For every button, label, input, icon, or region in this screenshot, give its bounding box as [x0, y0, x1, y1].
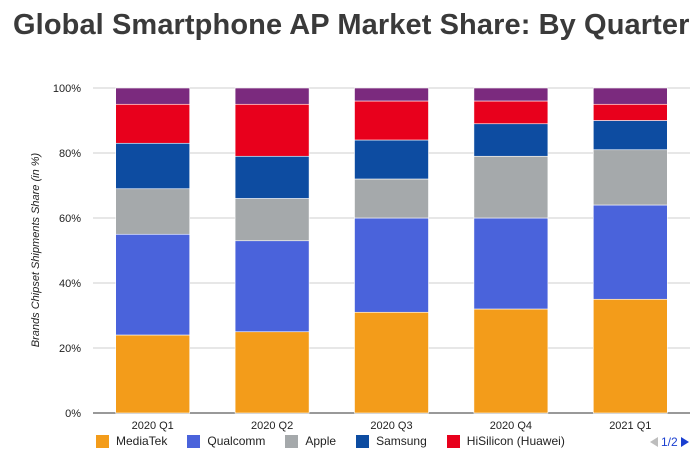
bar-segment [592, 120, 668, 151]
legend-swatch [285, 434, 299, 448]
bar-segment [473, 123, 549, 157]
bar-segment [592, 149, 668, 206]
y-tick-label: 0% [65, 408, 81, 420]
bar-segment [354, 100, 429, 141]
bar-segment [115, 233, 190, 336]
y-tick-label: 60% [59, 213, 81, 225]
chart-title: Global Smartphone AP Market Share: By Qu… [13, 9, 690, 41]
bar-segment [354, 87, 429, 102]
bar-segment [115, 142, 190, 190]
bar-segment [592, 204, 668, 300]
bar-segment [354, 139, 429, 180]
triangle-left-icon[interactable] [650, 437, 658, 447]
legend-page-indicator: 1/2 [661, 435, 678, 449]
y-tick-label: 40% [59, 278, 81, 290]
legend-item-samsung[interactable]: Samsung [356, 434, 427, 448]
bar-segment [592, 87, 668, 105]
y-tick-label: 100% [53, 83, 81, 95]
bar-segment [115, 87, 190, 105]
bar-segment [354, 217, 429, 313]
legend-swatch [446, 434, 460, 448]
legend-item-hisilicon[interactable]: HiSilicon (Huawei) [446, 434, 565, 448]
y-tick-labels: 0% 20% 40% 60% 80% 100% [53, 83, 81, 420]
bar-segment [473, 87, 549, 102]
bar-segment [592, 103, 668, 121]
bars [115, 87, 668, 414]
bar-segment [473, 100, 549, 125]
legend-label: Samsung [376, 434, 427, 448]
bar-segment [473, 217, 549, 310]
legend-item-apple[interactable]: Apple [285, 434, 336, 448]
legend-label: HiSilicon (Huawei) [466, 434, 565, 448]
x-tick-label: 2020 Q2 [251, 420, 293, 432]
legend-label: Apple [305, 434, 337, 448]
bar-segment [115, 103, 190, 144]
bar-segment [115, 334, 190, 414]
legend-swatch [96, 434, 109, 448]
y-tick-label: 80% [59, 148, 81, 160]
legend-label: Qualcomm [207, 434, 266, 448]
y-tick-label: 20% [59, 343, 81, 355]
triangle-right-icon[interactable] [680, 437, 689, 447]
x-tick-label: 2020 Q4 [490, 420, 532, 432]
legend-swatch [356, 434, 370, 448]
x-tick-label: 2020 Q3 [370, 420, 412, 432]
x-tick-label: 2021 Q1 [609, 420, 651, 432]
bar-segment [115, 188, 190, 235]
legend-item-qualcomm[interactable]: Qualcomm [187, 434, 265, 448]
x-tick-labels: 2020 Q1 2020 Q2 2020 Q3 2020 Q4 2021 Q1 [132, 420, 652, 432]
bar-segment [234, 240, 310, 333]
legend: MediaTek Qualcomm Apple Samsung HiSilico… [96, 434, 585, 448]
bar-segment [234, 331, 310, 414]
bar-segment [234, 198, 310, 242]
bar-segment [354, 311, 429, 414]
bar-segment [354, 178, 429, 219]
bar-segment [473, 308, 549, 414]
bar-segment [234, 87, 310, 105]
bar-segment [473, 155, 549, 219]
bar-segment [592, 298, 668, 414]
x-tick-label: 2020 Q1 [132, 420, 174, 432]
bar-segment [234, 155, 310, 199]
legend-swatch [187, 434, 201, 448]
legend-pager: 1/2 [650, 435, 689, 449]
legend-item-mediatek[interactable]: MediaTek [96, 434, 167, 448]
legend-label: MediaTek [116, 434, 168, 448]
bar-segment [234, 103, 310, 157]
